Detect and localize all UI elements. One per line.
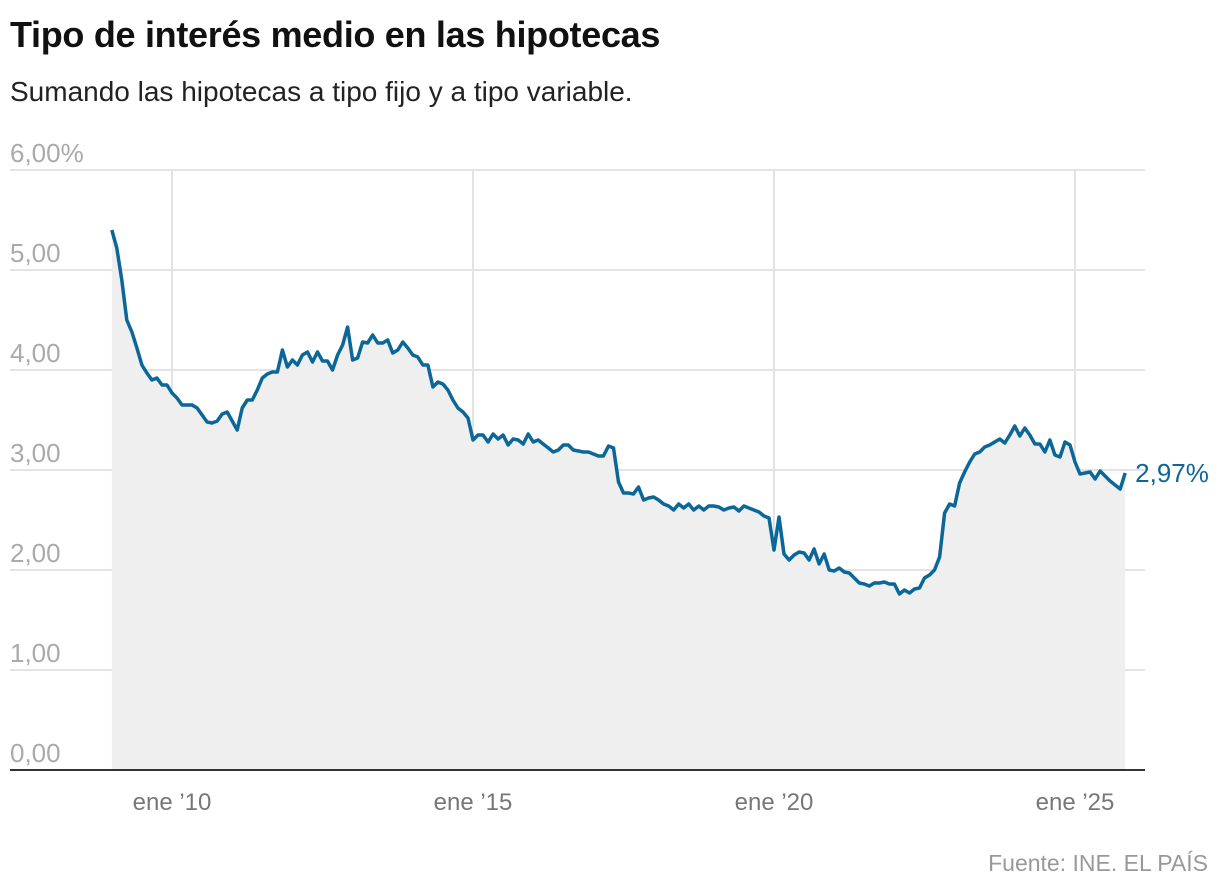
series-line	[110, 229, 1127, 596]
chart-subtitle: Sumando las hipotecas a tipo fijo y a ti…	[10, 76, 633, 107]
y-tick-label: 4,00	[10, 338, 61, 368]
x-tick-label: ene ’20	[735, 789, 814, 816]
y-tick-label: 5,00	[10, 238, 61, 268]
area-fill	[111, 230, 1126, 770]
y-tick-label: 0,00	[10, 738, 61, 768]
source-note: Fuente: INE. EL PAÍS	[988, 850, 1208, 876]
x-tick-label: ene ’25	[1036, 789, 1115, 816]
y-tick-label: 6,00%	[10, 138, 84, 168]
y-tick-label: 2,00	[10, 538, 61, 568]
y-tick-label: 3,00	[10, 438, 61, 468]
end-value-label: 2,97%	[1135, 458, 1209, 488]
y-tick-label: 1,00	[10, 638, 61, 668]
chart-title: Tipo de interés medio en las hipotecas	[10, 14, 661, 55]
x-tick-label: ene ’15	[434, 789, 513, 816]
x-tick-label: ene ’10	[133, 789, 212, 816]
